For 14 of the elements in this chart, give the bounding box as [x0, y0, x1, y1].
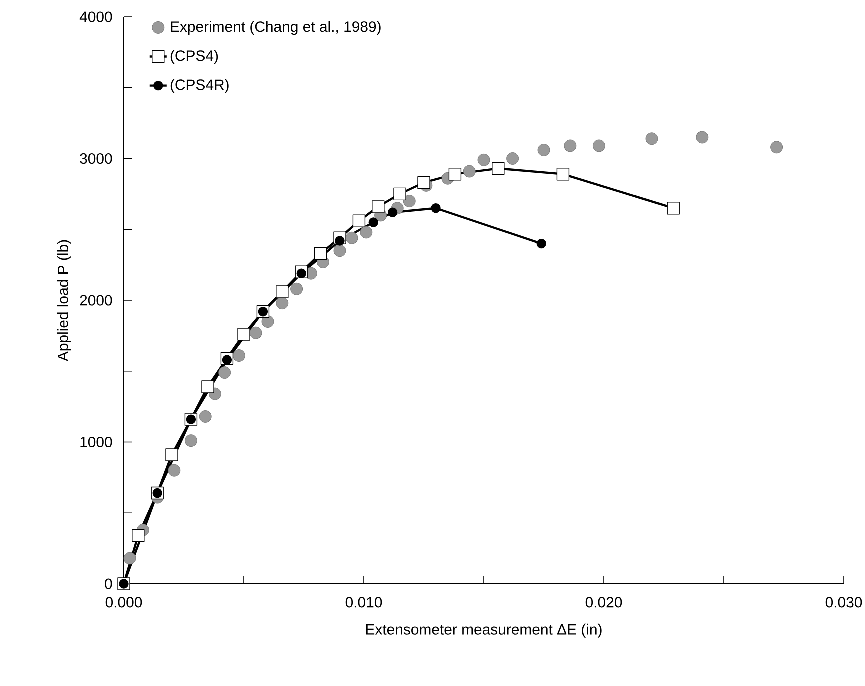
- y-tick-label: 1000: [80, 436, 112, 448]
- y-tick-label: 3000: [80, 153, 112, 164]
- x-tick-label: 0.030: [826, 597, 862, 608]
- y-axis-title: Applied load P (lb): [57, 240, 72, 362]
- legend-label: (CPS4R): [170, 79, 229, 94]
- y-tick-label: 2000: [80, 295, 112, 306]
- y-tick-label: 0: [105, 578, 112, 590]
- y-tick-label: 4000: [80, 12, 112, 22]
- x-tick-label: 0.020: [586, 597, 622, 608]
- x-tick-label: 0.010: [346, 597, 382, 608]
- x-axis-title: Extensometer measurement ΔE (in): [366, 624, 602, 638]
- legend-label: Experiment (Chang et al., 1989): [171, 21, 381, 36]
- x-tick-label: 0.000: [106, 597, 142, 608]
- legend-label: (CPS4): [170, 50, 218, 64]
